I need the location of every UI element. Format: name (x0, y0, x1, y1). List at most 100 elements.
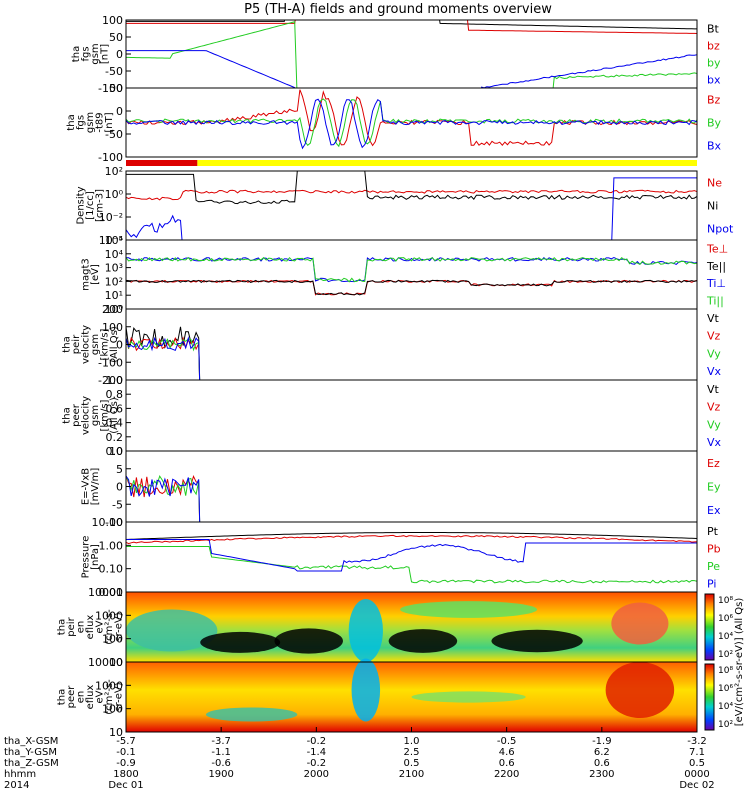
y-axis-label-line: magt3 (80, 258, 91, 291)
x-tick-label: Dec 01 (108, 780, 143, 791)
panel-frame (125, 19, 698, 89)
colorbar-bar (704, 593, 715, 661)
legend-entry: Vz (707, 330, 721, 343)
y-axis-label-line: tha (71, 46, 82, 62)
y-tick-label: 0 (116, 105, 123, 118)
legend-entry: Bx (707, 140, 722, 153)
y-tick-label: -5 (112, 498, 123, 511)
series-line-Pi (126, 539, 697, 572)
spectrogram-region (200, 631, 281, 653)
y-axis-label-line: gsm (90, 43, 101, 64)
series-line-Pt (126, 532, 697, 540)
y-tick-label: 0 (116, 481, 123, 494)
y-tick-label: 10² (105, 275, 123, 288)
series-line-Ez (126, 475, 201, 522)
y-tick-label: 10 (109, 726, 123, 739)
y-axis-label-line: [km/s] (99, 328, 110, 360)
legend-entry: bz (707, 40, 720, 53)
series-line-Vz (126, 336, 201, 380)
x-tick-label: -5.7 (116, 736, 136, 747)
y-axis-label-line: (cm²-s- (104, 679, 115, 715)
series-line-bx (126, 50, 697, 88)
spectrogram-region (351, 658, 381, 722)
legend-entry: Pi (707, 577, 716, 590)
y-axis-label-line: Pressure (80, 536, 91, 579)
series-line-Ti⊥ (126, 256, 697, 283)
legend-entry: Pe (707, 560, 720, 573)
legend-entry: Ne (707, 177, 722, 190)
y-tick-label: 50 (109, 31, 123, 44)
x-tick-label: -3.7 (211, 736, 231, 747)
legend-entry: Ti|| (706, 294, 724, 307)
x-tick-label: 1.0 (404, 736, 420, 747)
mode-bar (126, 160, 697, 166)
y-tick-label: 0.01 (99, 586, 124, 599)
legend-entry: bx (707, 74, 721, 87)
x-row-label: tha_Z-GSM (4, 758, 59, 769)
y-axis-label-line: tha (61, 407, 72, 423)
y-axis-label-line: [nT] (104, 112, 115, 132)
panel-peer-velocity: Vt Vz Vy Vx 1.00.80.6 0.40.20.0 thapeervelocit… (61, 374, 721, 458)
y-tick-label: 0 (116, 339, 123, 352)
panel-peir-en-eflux: 10000 1000 100 10 thapeirenefluxeV(cm²-s-sr-… (57, 586, 698, 669)
y-tick-label: 1000 (95, 679, 123, 692)
x-tick-label: 0.6 (594, 758, 610, 769)
legend-entry: Ni (707, 200, 718, 213)
y-tick-label: 1.0 (106, 374, 124, 387)
x-tick-label: 2100 (399, 769, 424, 780)
legend-entry: Te|| (706, 260, 726, 273)
panel-peir-velocity: Vt Vz Vy Vx 200 100 0 -100 -200 thapeirvelocitygs… (61, 303, 721, 387)
y-axis-label-line: [eV] (90, 264, 101, 285)
colorbar-tick-label: 10² (718, 720, 733, 730)
series-line-Ne (126, 189, 697, 201)
y-tick-label: 200 (102, 303, 123, 316)
spectrogram-region (605, 662, 675, 718)
y-axis-label: magt3[eV] (80, 258, 101, 291)
y-axis-label-line: -t89 (95, 112, 106, 132)
y-axis-label-line: peer (66, 685, 77, 709)
x-row-label: tha_X-GSM (4, 736, 58, 747)
y-tick-label: 0.0 (106, 445, 124, 458)
y-axis-label-line: (All Qs) (109, 326, 120, 363)
y-axis-label-line: [nT] (99, 44, 110, 64)
spectrogram-region (125, 609, 218, 652)
x-row-label: hhmm (4, 769, 36, 780)
y-tick-label: 1000 (95, 609, 123, 622)
panel-pressure: Pt Pb Pe Pi 10.00 1.00 0.10 0.01 Pressure[nPa] (80, 516, 720, 599)
x-tick-label: -0.2 (307, 736, 327, 747)
y-axis-label-line: [mV/m] (90, 468, 101, 506)
panel-frame (125, 308, 698, 381)
legend-entry: Npot (707, 223, 734, 236)
y-axis-label-line: tha (61, 336, 72, 352)
y-axis-label-line: peir (71, 334, 82, 354)
colorbar-tick-label: 10⁴ (718, 702, 733, 712)
series-line-Vx (126, 336, 201, 380)
colorbar-label-text: [eV/(cm²-s-sr-eV)] (All Qs) (734, 598, 745, 727)
x-tick-label: -0.5 (497, 736, 517, 747)
y-tick-label: 100 (102, 633, 123, 646)
x-tick-label: 2200 (494, 769, 519, 780)
legend-entry: Vz (707, 401, 721, 414)
series-line-by (126, 21, 697, 88)
x-tick-label: 1900 (208, 769, 233, 780)
y-axis-label-line: fgs (80, 46, 91, 61)
y-tick-label: -10 (105, 516, 123, 529)
series-line-Te|| (126, 279, 697, 296)
panel-density: Ne Ni Npot 10² 10⁰ 10⁻² 10⁻⁴ Density[1/cc][cm-3… (76, 165, 734, 247)
y-axis-label-line: tha (57, 689, 68, 705)
legend-entry: Ey (707, 481, 721, 494)
y-tick-label: 0.4 (106, 417, 124, 430)
y-axis-label-line: gsm (90, 405, 101, 426)
y-axis-label-line: tha (57, 619, 68, 635)
x-tick-label: -1.1 (211, 747, 231, 758)
y-axis-label-line: sr-eV) (114, 612, 125, 641)
y-tick-label: 0 (116, 48, 123, 61)
x-tick-label: 2000 (304, 769, 329, 780)
y-tick-label: 50 (109, 82, 123, 95)
y-axis-label-line: peir (66, 616, 77, 636)
